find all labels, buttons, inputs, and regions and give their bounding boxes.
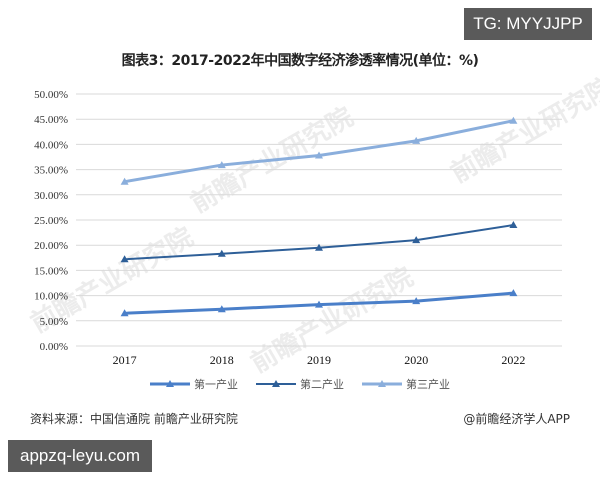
y-tick-label: 20.00% <box>34 240 68 252</box>
series-line <box>124 224 514 261</box>
y-tick-label: 50.00% <box>34 89 68 101</box>
triangle-marker <box>412 136 421 144</box>
y-tick-label: 45.00% <box>34 114 68 126</box>
site-badge: appzq-leyu.com <box>8 440 152 472</box>
triangle-marker <box>509 116 518 124</box>
legend-line-icon <box>256 380 296 387</box>
triangle-marker <box>217 305 226 313</box>
triangle-marker <box>315 300 323 308</box>
x-tick-label: 2017 <box>113 353 137 367</box>
triangle-marker <box>120 255 129 263</box>
y-tick-label: 5.00% <box>40 316 68 328</box>
y-tick-label: 0.00% <box>40 341 68 353</box>
x-tick-label: 2022 <box>501 353 525 367</box>
x-tick-label: 2020 <box>404 353 428 367</box>
legend-item: 第二产业 <box>256 376 344 392</box>
triangle-marker <box>412 297 421 305</box>
triangle-marker <box>509 221 518 229</box>
legend-item: 第三产业 <box>362 376 450 392</box>
legend-label: 第二产业 <box>300 378 344 391</box>
triangle-marker <box>217 161 226 169</box>
y-tick-label: 10.00% <box>34 291 68 303</box>
triangle-marker <box>120 177 129 185</box>
y-tick-label: 30.00% <box>34 190 68 202</box>
triangle-marker <box>120 309 129 317</box>
triangle-marker <box>315 243 323 251</box>
chart-legend: 第一产业 第二产业 第三产业 <box>0 376 600 392</box>
chart-title: 图表3：2017-2022年中国数字经济渗透率情况(单位：%) <box>121 53 479 69</box>
y-tick-label: 25.00% <box>34 215 68 227</box>
triangle-marker <box>412 236 421 244</box>
triangle-marker <box>315 151 323 159</box>
tg-badge: TG: MYYJJPP <box>464 8 592 40</box>
line-chart: 0.00% 5.00% 10.00% 15.00% 20.00% 25.00% 30.00%… <box>34 89 562 367</box>
credit-note: @前瞻经济学人APP <box>463 412 570 426</box>
triangle-marker <box>217 249 226 257</box>
y-tick-label: 35.00% <box>34 165 68 177</box>
legend-item: 第一产业 <box>150 376 238 392</box>
x-tick-label: 2018 <box>210 353 234 367</box>
source-note: 资料来源：中国信通院 前瞻产业研究院 <box>30 412 238 426</box>
x-tick-label: 2019 <box>307 353 331 367</box>
legend-label: 第三产业 <box>406 378 450 391</box>
y-tick-label: 15.00% <box>34 265 68 277</box>
legend-line-icon <box>150 380 190 387</box>
legend-line-icon <box>362 380 402 387</box>
y-tick-label: 40.00% <box>34 139 68 151</box>
series-line <box>124 119 514 184</box>
legend-label: 第一产业 <box>194 378 238 391</box>
triangle-marker <box>509 289 518 297</box>
